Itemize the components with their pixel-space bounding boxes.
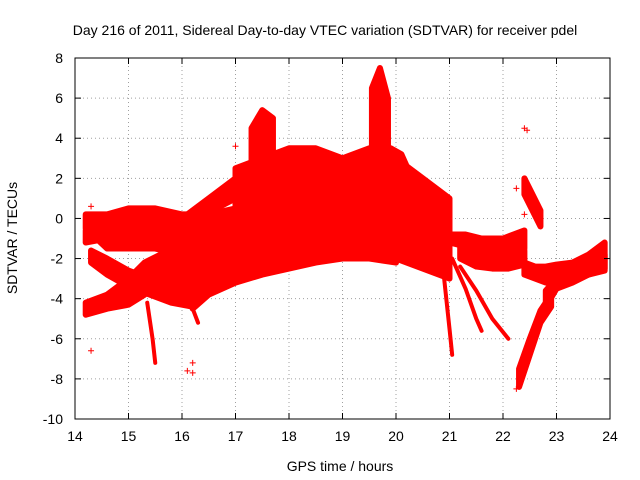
y-tick-label: 2 [55,170,63,186]
data-streak [442,276,455,357]
y-tick-label: 6 [55,90,63,106]
data-band [368,65,391,182]
data-point [232,143,239,150]
x-tick-label: 14 [67,428,83,444]
data-point [189,369,196,376]
data-point [524,127,531,134]
data-point [513,185,520,192]
x-tick-label: 24 [602,428,618,444]
x-tick-label: 16 [174,428,190,444]
data-point [181,295,188,302]
x-axis-label: GPS time / hours [287,458,394,474]
data-band [248,107,276,182]
x-tick-label: 21 [442,428,458,444]
y-tick-label: 0 [55,210,63,226]
y-tick-label: -6 [51,331,64,347]
chart-title: Day 216 of 2011, Sidereal Day-to-day VTE… [73,22,577,38]
data-band [542,251,608,310]
y-tick-label: 8 [55,50,63,66]
data-streak [145,300,158,365]
data-point [184,367,191,374]
data-band [516,291,555,390]
x-tick-label: 22 [495,428,511,444]
data-point [513,385,520,392]
x-tick-label: 19 [335,428,351,444]
data-point [521,211,528,218]
y-tick-label: -8 [51,371,64,387]
x-tick-label: 17 [228,428,244,444]
x-tick-label: 20 [388,428,404,444]
y-tick-label: -2 [51,251,64,267]
x-tick-label: 18 [281,428,297,444]
data-point [88,347,95,354]
data-band [521,175,544,230]
y-tick-label: 4 [55,130,63,146]
data-streak [458,264,511,341]
data-point [189,359,196,366]
y-tick-label: -4 [51,291,64,307]
y-axis-label: SDTVAR / TECUs [4,182,20,294]
data-band [387,145,416,182]
y-tick-label: -10 [43,411,63,427]
x-tick-label: 15 [121,428,137,444]
data-point [88,203,95,210]
data-streak [450,256,484,333]
x-tick-label: 23 [549,428,565,444]
data-point [90,261,97,268]
data-band [393,175,453,252]
data-streak [185,288,201,325]
data-points [82,65,608,392]
